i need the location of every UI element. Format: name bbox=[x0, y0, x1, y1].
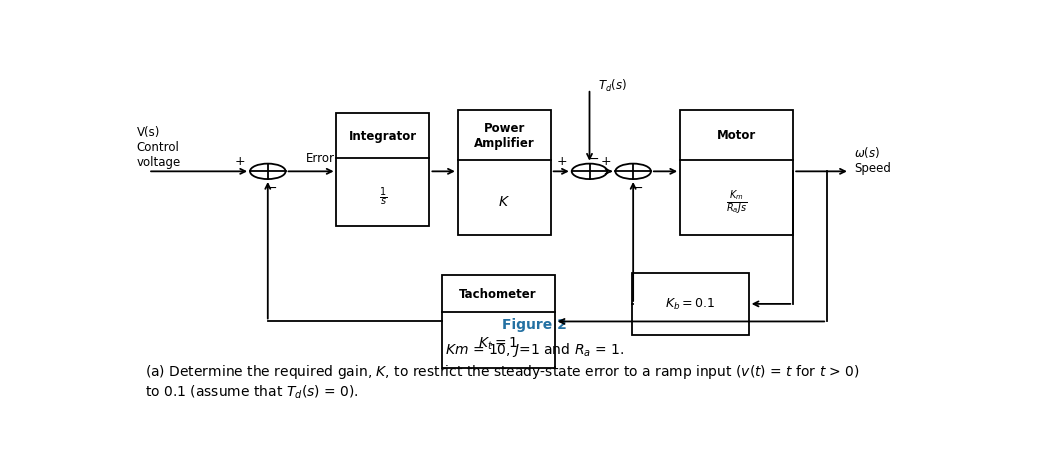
Bar bbox=[680, 111, 794, 235]
Bar bbox=[632, 273, 749, 335]
Text: $-$: $-$ bbox=[266, 180, 277, 193]
Text: +: + bbox=[601, 155, 611, 168]
Text: Power
Amplifier: Power Amplifier bbox=[474, 121, 535, 150]
Text: $\omega(s)$
Speed: $\omega(s)$ Speed bbox=[854, 145, 891, 175]
Text: $K_t = 1$: $K_t = 1$ bbox=[478, 335, 518, 351]
Text: $T_d(s)$: $T_d(s)$ bbox=[598, 78, 627, 94]
Text: $-$: $-$ bbox=[588, 152, 599, 164]
Text: +: + bbox=[557, 155, 567, 168]
Text: +: + bbox=[235, 155, 245, 168]
Text: $Km$ = 10, $J$=1 and $R_a$ = 1.: $Km$ = 10, $J$=1 and $R_a$ = 1. bbox=[445, 340, 624, 358]
Text: $\frac{K_m}{R_a Js}$: $\frac{K_m}{R_a Js}$ bbox=[726, 187, 747, 215]
Text: Integrator: Integrator bbox=[349, 130, 417, 143]
Text: to 0.1 (assume that $T_d(s)$ = 0).: to 0.1 (assume that $T_d(s)$ = 0). bbox=[145, 383, 359, 400]
Text: $K$: $K$ bbox=[499, 194, 510, 208]
Bar bbox=[337, 114, 430, 226]
Text: Tachometer: Tachometer bbox=[459, 288, 537, 300]
Bar bbox=[458, 111, 551, 235]
Text: V(s)
Control
voltage: V(s) Control voltage bbox=[137, 126, 181, 169]
Text: $-$: $-$ bbox=[632, 180, 642, 193]
Text: Motor: Motor bbox=[717, 129, 756, 142]
Text: (a) Determine the required gain, $K$, to restrict the steady-state error to a ra: (a) Determine the required gain, $K$, to… bbox=[145, 363, 859, 381]
Text: Figure 2: Figure 2 bbox=[502, 318, 567, 331]
Text: Error: Error bbox=[306, 152, 335, 164]
Text: $\frac{1}{s}$: $\frac{1}{s}$ bbox=[379, 185, 387, 207]
Bar bbox=[441, 275, 555, 368]
Text: $K_b = 0.1$: $K_b = 0.1$ bbox=[665, 297, 715, 312]
